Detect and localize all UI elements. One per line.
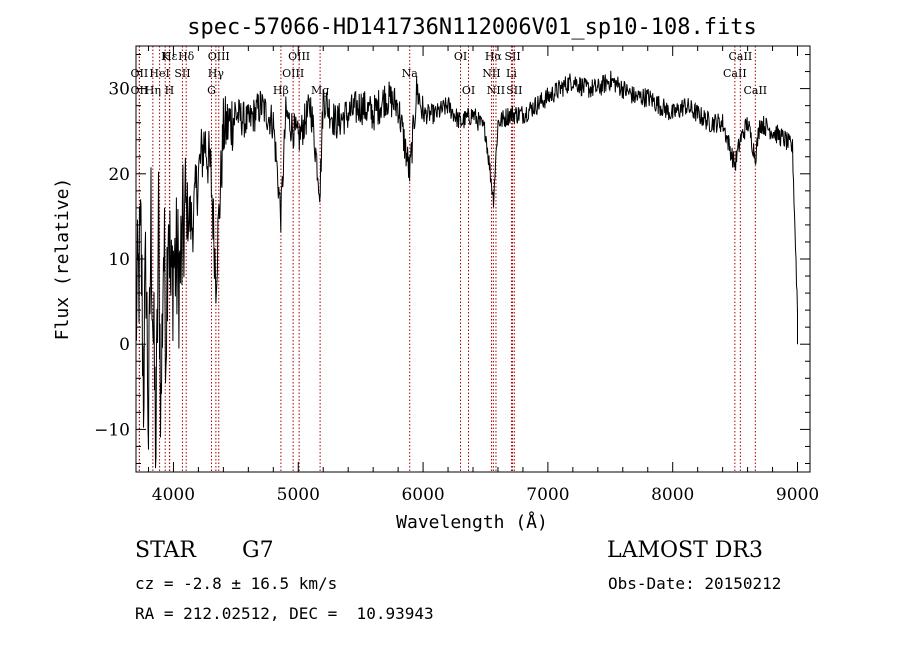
x-tick-label: 4000 [152, 485, 195, 505]
line-label-H: H [165, 84, 175, 97]
line-label-SII: SII [504, 50, 520, 63]
x-tick-label: 8000 [651, 485, 694, 505]
line-label-OII: OII [131, 84, 149, 97]
y-tick-label: 10 [108, 250, 130, 270]
line-label-NII: NII [487, 84, 505, 97]
y-axis: −10 0 10 20 30 [94, 54, 810, 464]
x-axis-label: Wavelength (Å) [396, 511, 548, 533]
line-label-OIII: OIII [208, 50, 230, 63]
coordinates: RA = 212.02512, DEC = 10.93943 [135, 604, 434, 623]
survey-name: LAMOST DR3 [607, 538, 763, 563]
line-label-Hγ: Hγ [208, 67, 225, 80]
object-type-label: STAR [135, 538, 196, 563]
line-label-Hη: Hη [145, 84, 161, 97]
line-label-Li: Li [506, 67, 517, 80]
observation-date: Obs-Date: 20150212 [608, 574, 782, 593]
line-label-G: G [207, 84, 216, 97]
object-subclass: G7 [242, 538, 274, 563]
line-label-Hδ: Hδ [178, 50, 195, 63]
x-tick-label: 6000 [401, 485, 444, 505]
y-axis-label: Flux (relative) [52, 178, 73, 341]
plot-frame [135, 45, 811, 473]
line-label-K: K [161, 50, 170, 63]
chart-title: spec-57066-HD141736N112006V01_sp10-108.f… [187, 15, 757, 40]
line-label-SII: SII [174, 67, 190, 80]
line-label-SII: SII [506, 84, 522, 97]
line-label-CaII: CaII [743, 84, 767, 97]
line-label-CaII: CaII [729, 50, 753, 63]
y-tick-label: 20 [108, 165, 130, 185]
y-tick-label: −10 [94, 420, 130, 440]
line-label-Na: Na [402, 67, 419, 80]
spectrum-chart: spec-57066-HD141736N112006V01_sp10-108.f… [52, 15, 819, 533]
flux-series-line [135, 70, 798, 469]
line-label-OIII: OIII [288, 50, 310, 63]
line-label-OI: OI [454, 50, 467, 63]
flux-series-layer [135, 70, 798, 469]
line-label-OII: OII [131, 67, 149, 80]
line-label-Mg: Mg [311, 84, 329, 97]
line-label-OIII: OIII [282, 67, 304, 80]
line-label-OI: OI [462, 84, 475, 97]
y-tick-label: 30 [108, 80, 130, 100]
redshift-velocity: cz = -2.8 ± 16.5 km/s [135, 574, 338, 593]
x-tick-label: 9000 [776, 485, 819, 505]
line-label-Hα: Hα [485, 50, 503, 63]
line-label-Hβ: Hβ [273, 84, 289, 97]
line-label-NII: NII [482, 67, 500, 80]
line-label-CaII: CaII [723, 67, 747, 80]
line-label-HeI: HeI [149, 67, 169, 80]
y-tick-label: 0 [119, 335, 130, 355]
x-tick-label: 7000 [526, 485, 569, 505]
x-tick-label: 5000 [277, 485, 320, 505]
x-axis: 4000 5000 6000 7000 8000 9000 [147, 46, 819, 505]
